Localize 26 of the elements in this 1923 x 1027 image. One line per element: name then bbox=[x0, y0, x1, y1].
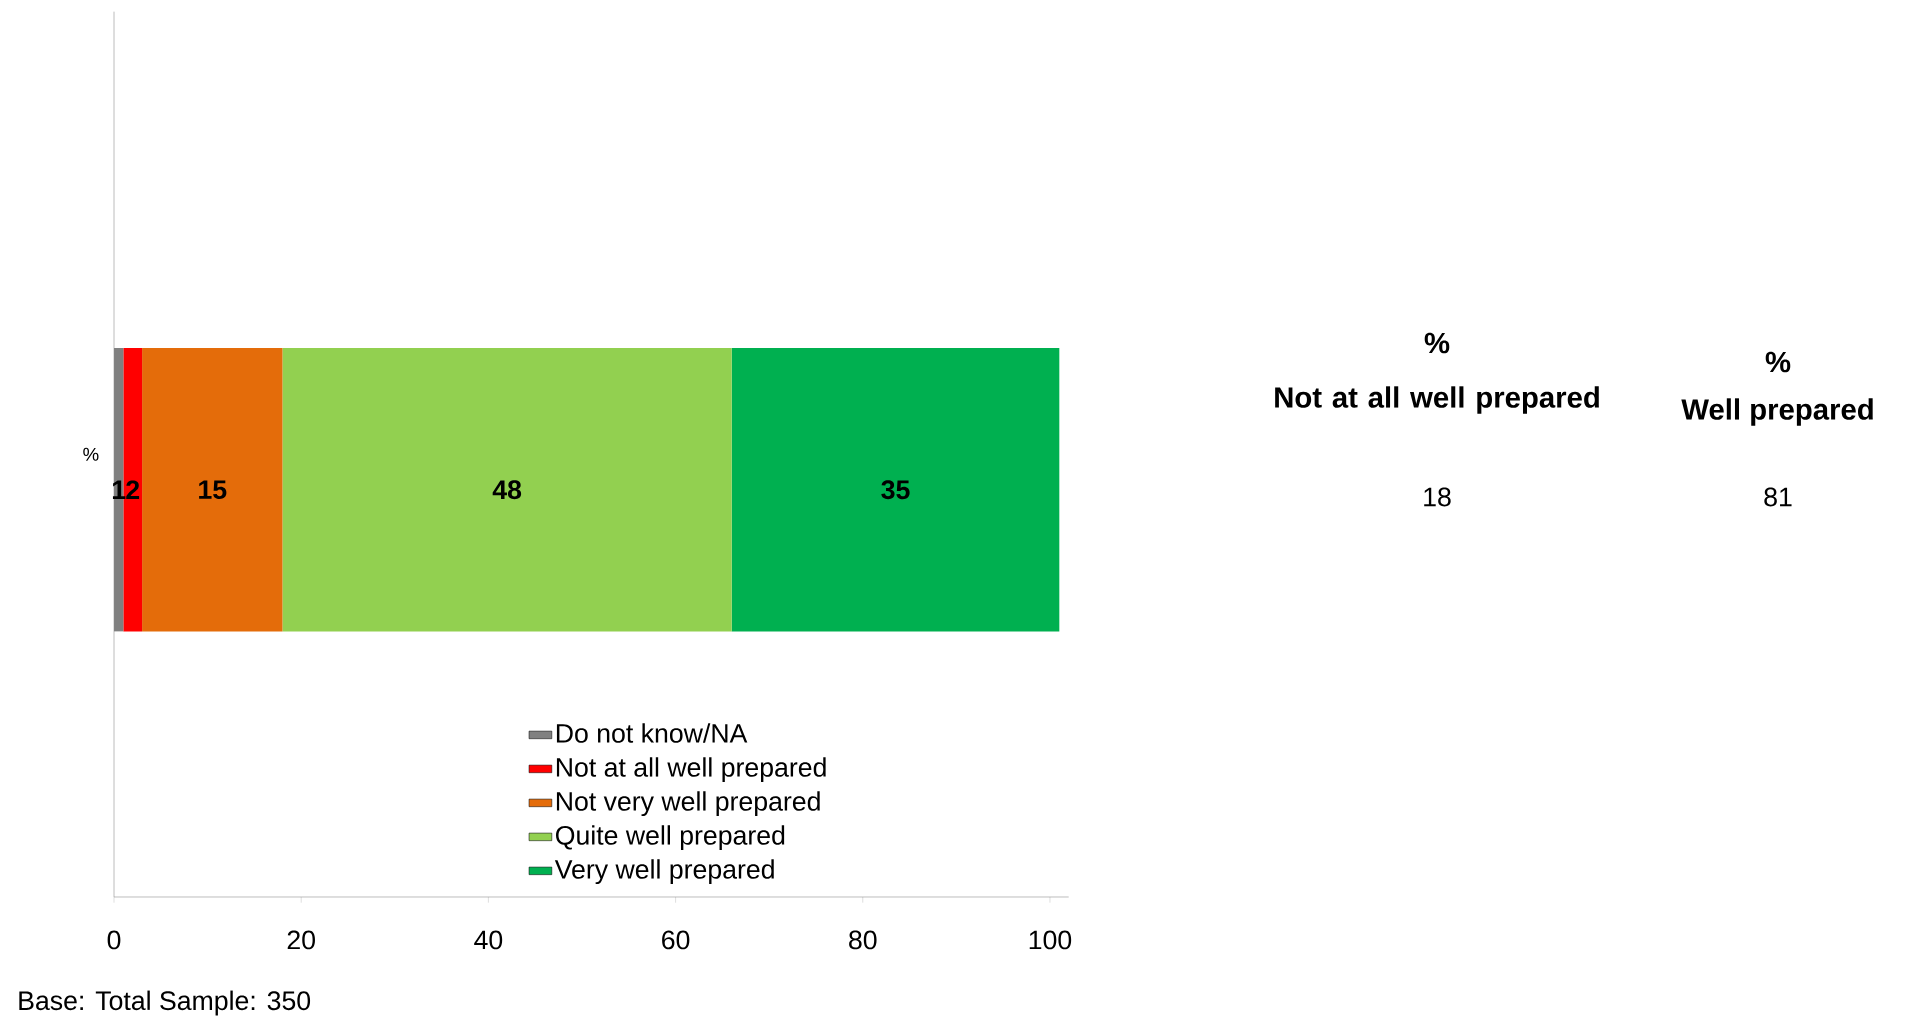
x-tick-label: 0 bbox=[107, 930, 121, 950]
text: Base: Total Sample: 350 bbox=[19, 990, 311, 1016]
x-tick-label: 80 bbox=[849, 930, 877, 950]
bar bbox=[142, 348, 283, 632]
text: Well prepared bbox=[1681, 398, 1873, 426]
x-tick-label: 40 bbox=[474, 930, 503, 950]
text: % bbox=[1424, 332, 1450, 354]
data-label: 48 bbox=[492, 480, 522, 500]
bar bbox=[282, 348, 732, 632]
legend-label: Not very well prepared bbox=[556, 791, 820, 817]
legend-label: Very well prepared bbox=[554, 859, 774, 885]
text: Not at all well prepared bbox=[1275, 386, 1599, 414]
data-label: 2 bbox=[126, 480, 140, 500]
legend-label: Quite well prepared bbox=[556, 825, 785, 851]
x-tick-label: 20 bbox=[287, 930, 315, 950]
x-tick-label: 100 bbox=[1029, 930, 1072, 950]
y-axis-title: % bbox=[83, 447, 99, 461]
data-label: 35 bbox=[881, 480, 910, 500]
text: 81 bbox=[1764, 487, 1792, 507]
legend-label: Do not know/NA bbox=[556, 723, 748, 743]
text: % bbox=[1765, 351, 1791, 373]
bar bbox=[731, 348, 1060, 632]
text: 18 bbox=[1424, 487, 1451, 507]
x-tick-label: 60 bbox=[662, 930, 690, 950]
legend-label: Not at all well prepared bbox=[556, 757, 826, 783]
data-label: 15 bbox=[199, 480, 227, 500]
